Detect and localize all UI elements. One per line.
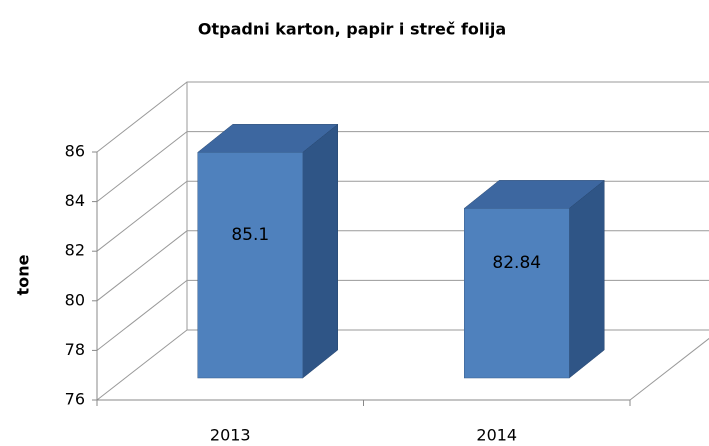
grid-line: [96, 81, 709, 153]
y-tick-label: 84: [65, 191, 85, 210]
y-tick-label: 80: [65, 290, 85, 309]
y-tick-label: 78: [65, 340, 85, 359]
x-tick-label: 2014: [476, 426, 517, 445]
y-axis-label: tone: [14, 254, 33, 295]
y-tick-label: 76: [65, 390, 85, 409]
data-label: 82.84: [492, 253, 541, 273]
grid-line: [96, 131, 709, 202]
grid-line: [96, 279, 709, 351]
grid-line: [96, 329, 709, 401]
bar-side: [569, 179, 605, 379]
y-tick-label: 82: [65, 241, 85, 260]
chart-title: Otpadni karton, papir i streč folija: [198, 20, 506, 39]
x-tick-label: 2013: [210, 426, 251, 445]
bar-side: [302, 123, 338, 379]
grid-line: [96, 230, 709, 302]
grid-line: [96, 180, 709, 252]
data-label: 85.1: [231, 225, 269, 245]
y-tick-label: 86: [65, 142, 85, 161]
floor-edge: [629, 337, 709, 401]
bar: [197, 152, 303, 379]
bar: [464, 208, 570, 379]
